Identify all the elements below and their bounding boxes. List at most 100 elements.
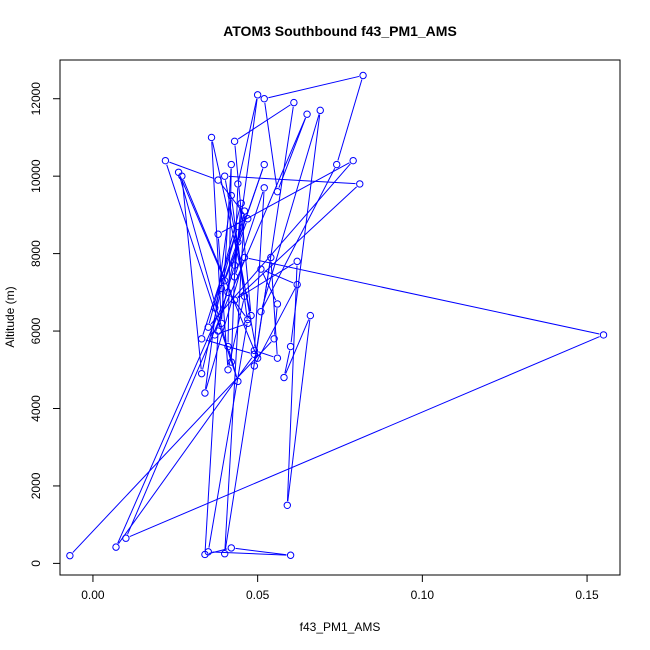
- data-point: [250, 346, 259, 355]
- series-segment: [212, 551, 287, 556]
- series-segment: [258, 351, 274, 358]
- x-tick-label: 0.05: [246, 588, 270, 602]
- data-point: [293, 257, 301, 266]
- data-point: [356, 180, 364, 188]
- data-point: [257, 265, 265, 273]
- series-segment: [235, 547, 287, 556]
- series-segment: [183, 179, 257, 355]
- chart-title: ATOM3 Southbound f43_PM1_AMS: [223, 23, 457, 39]
- x-axis: 0.00 0.05 0.10 0.15: [81, 574, 599, 602]
- data-point: [227, 160, 235, 169]
- y-axis-label: Altitude (m): [3, 286, 17, 347]
- data-point: [260, 184, 268, 192]
- data-point: [230, 261, 239, 269]
- data-point: [303, 110, 311, 118]
- data-point: [316, 106, 324, 115]
- x-axis-label: f43_PM1_AMS: [300, 620, 381, 634]
- series-segment: [274, 308, 278, 335]
- series-segment: [204, 335, 219, 551]
- data-point: [221, 277, 229, 285]
- series-segment: [208, 323, 248, 548]
- data-point: [214, 327, 222, 335]
- data-point: [204, 323, 212, 331]
- series-segment: [285, 319, 310, 374]
- data-point: [204, 548, 212, 556]
- data-point: [280, 373, 288, 382]
- series-segment: [208, 548, 228, 554]
- data-point: [214, 176, 222, 184]
- data-point: [234, 377, 242, 386]
- series-segment: [166, 164, 238, 378]
- series-segment: [117, 295, 227, 544]
- x-tick-label: 0.10: [411, 588, 435, 602]
- data-point: [349, 156, 357, 165]
- series-segment: [230, 295, 246, 317]
- data-point: [178, 172, 186, 180]
- data-point: [286, 551, 295, 559]
- series-segment: [264, 102, 278, 188]
- series-segment: [262, 168, 336, 309]
- plot-frame: [59, 59, 621, 576]
- series-segment: [270, 261, 278, 354]
- y-tick-label: 12000: [29, 82, 43, 116]
- data-point: [253, 91, 262, 99]
- data-point: [224, 342, 232, 351]
- data-point: [244, 319, 252, 328]
- y-tick-label: 2000: [29, 472, 43, 499]
- data-point: [227, 544, 235, 552]
- data-point: [273, 300, 282, 308]
- data-point: [122, 534, 130, 542]
- data-point: [224, 366, 232, 374]
- series-segment: [235, 191, 264, 274]
- series-segment: [205, 339, 251, 354]
- data-point: [112, 543, 120, 551]
- data-point: [359, 71, 367, 80]
- series-segment: [169, 161, 215, 180]
- data-point: [197, 369, 206, 378]
- series-segment: [237, 104, 291, 140]
- y-axis: 0 2000 4000 6000 8000 10000 12000: [29, 82, 61, 567]
- series-segment: [118, 357, 253, 544]
- x-tick-label: 0.00: [81, 588, 105, 602]
- y-tick-label: 4000: [29, 395, 43, 422]
- y-tick-label: 0: [29, 560, 43, 567]
- series-segment: [181, 180, 202, 370]
- data-point: [273, 187, 282, 196]
- data-point: [234, 238, 242, 246]
- data-point: [227, 191, 235, 200]
- series-segment: [255, 288, 296, 363]
- data-point: [244, 315, 252, 324]
- data-point: [270, 335, 278, 343]
- data-point: [230, 137, 239, 146]
- series-segment: [248, 257, 600, 335]
- data-point: [290, 98, 298, 107]
- series-segment: [205, 199, 232, 389]
- data-point: [221, 172, 229, 180]
- data-point: [66, 551, 74, 560]
- data-point: [211, 304, 219, 312]
- series-segment: [224, 261, 271, 550]
- data-point: [260, 160, 268, 169]
- series-segment: [127, 117, 306, 535]
- y-tick-label: 10000: [29, 159, 43, 193]
- data-point: [234, 222, 242, 231]
- series-segment: [218, 215, 245, 328]
- data-point: [230, 273, 239, 281]
- data-point: [250, 350, 259, 358]
- data-point: [201, 389, 209, 397]
- series-segment: [129, 336, 600, 538]
- data-point: [214, 230, 222, 238]
- data-point: [240, 207, 249, 215]
- series-segment: [237, 186, 358, 298]
- data-point: [286, 342, 295, 351]
- series-segment: [228, 300, 245, 366]
- data-point: [333, 160, 341, 169]
- data-point: [227, 358, 235, 366]
- data-point: [217, 319, 226, 328]
- series-segment: [268, 75, 360, 99]
- data-point: [217, 284, 226, 293]
- series-segment: [217, 238, 229, 366]
- series-segment: [202, 292, 221, 370]
- data-point: [306, 311, 315, 320]
